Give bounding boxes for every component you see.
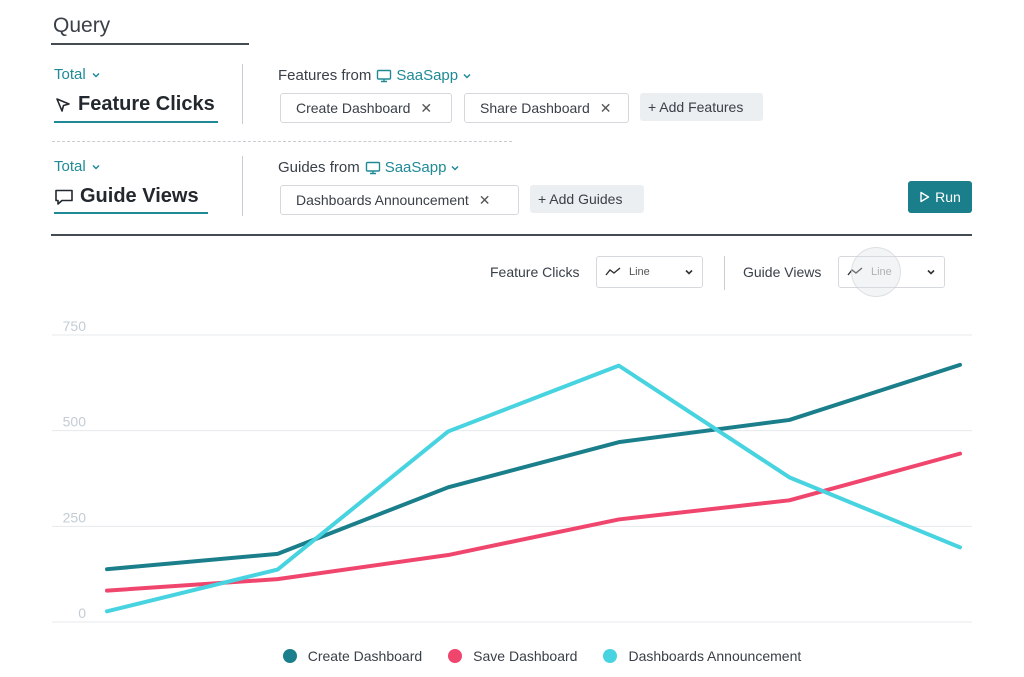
- chevron-down-icon: [927, 269, 935, 275]
- guide-chip-dashboards-announcement: Dashboards Announcement ✕: [280, 185, 519, 215]
- feature-chip-share-dashboard: Share Dashboard ✕: [464, 93, 629, 123]
- run-button[interactable]: Run: [908, 181, 972, 213]
- cursor-icon: [56, 97, 70, 112]
- add-guides-button[interactable]: + Add Guides: [530, 185, 644, 213]
- query-title-underline: [51, 43, 249, 45]
- close-icon[interactable]: ✕: [478, 191, 491, 208]
- source-line: Guides from SaaSapp: [278, 159, 460, 176]
- aggregate-label: Total: [54, 66, 86, 83]
- metric-name[interactable]: Feature Clicks: [54, 93, 215, 122]
- feature-chip-create-dashboard: Create Dashboard ✕: [280, 93, 452, 123]
- source-line: Features from SaaSapp: [278, 67, 472, 84]
- feature-clicks-viz-label: Feature Clicks: [490, 264, 580, 280]
- monitor-icon: [377, 69, 392, 82]
- source-prefix: Features from: [278, 67, 372, 84]
- row-divider: [242, 64, 243, 124]
- app-dropdown[interactable]: SaaSapp: [365, 159, 461, 176]
- aggregate-dropdown[interactable]: Total: [54, 158, 101, 175]
- legend-item-save-dashboard[interactable]: Save Dashboard: [448, 648, 577, 664]
- viz-type-label: Line: [629, 266, 650, 278]
- app-name: SaaSapp: [396, 67, 459, 84]
- aggregate-dropdown[interactable]: Total: [54, 66, 101, 83]
- section-separator: [51, 234, 972, 236]
- close-icon[interactable]: ✕: [420, 99, 433, 116]
- row-divider: [242, 156, 243, 216]
- chevron-down-icon: [92, 72, 100, 78]
- query-title: Query: [53, 14, 111, 37]
- legend-item-dashboards-announcement[interactable]: Dashboards Announcement: [603, 648, 801, 664]
- metric-name-underline: [54, 121, 218, 123]
- y-tick-label: 500: [63, 414, 87, 430]
- viz-divider: [724, 256, 725, 290]
- line-chart-icon: [605, 267, 621, 276]
- chart-legend: Create Dashboard Save Dashboard Dashboar…: [0, 648, 1024, 664]
- feature-clicks-viz-select[interactable]: Line: [596, 256, 703, 288]
- aggregate-label: Total: [54, 158, 86, 175]
- line-chart-icon: [847, 267, 863, 276]
- chevron-down-icon: [685, 269, 693, 275]
- legend-label: Create Dashboard: [307, 648, 423, 664]
- viz-type-label: Line: [871, 266, 892, 278]
- chevron-down-icon: [451, 165, 459, 171]
- metric-name-label: Guide Views: [80, 185, 199, 207]
- guide-views-viz-select[interactable]: Line: [838, 256, 945, 288]
- chip-label: Create Dashboard: [296, 100, 411, 116]
- run-label: Run: [935, 189, 961, 205]
- monitor-icon: [365, 161, 380, 174]
- y-tick-label: 0: [78, 605, 86, 621]
- chevron-down-icon: [463, 73, 471, 79]
- legend-label: Dashboards Announcement: [628, 648, 802, 664]
- add-features-button[interactable]: + Add Features: [640, 93, 763, 121]
- app-name: SaaSapp: [384, 159, 447, 176]
- legend-item-create-dashboard[interactable]: Create Dashboard: [282, 648, 423, 664]
- chip-label: Dashboards Announcement: [296, 192, 469, 208]
- series-line-save-dashboard[interactable]: [105, 451, 962, 593]
- y-tick-label: 750: [63, 318, 87, 334]
- legend-swatch: [282, 649, 297, 663]
- series-line-dashboards-announcement[interactable]: [105, 363, 962, 614]
- query-row-guide-views: Total Guide Views Guides from SaaSapp Da…: [0, 152, 1024, 222]
- app-dropdown[interactable]: SaaSapp: [376, 67, 472, 84]
- query-row-feature-clicks: Total Feature Clicks Features from SaaSa…: [0, 60, 1024, 130]
- source-prefix: Guides from: [278, 159, 360, 176]
- speech-bubble-icon: [55, 189, 73, 205]
- play-icon: [920, 191, 930, 203]
- line-chart: 0 250 500 750: [52, 318, 972, 623]
- chevron-down-icon: [92, 164, 100, 170]
- guide-views-viz-label: Guide Views: [743, 264, 822, 280]
- metric-name[interactable]: Guide Views: [54, 185, 199, 214]
- close-icon[interactable]: ✕: [599, 99, 612, 116]
- legend-label: Save Dashboard: [473, 648, 578, 664]
- series-line-create-dashboard[interactable]: [105, 362, 962, 572]
- chip-label: Share Dashboard: [480, 100, 590, 116]
- row-separator: [52, 141, 512, 142]
- legend-swatch: [603, 649, 618, 663]
- legend-swatch: [448, 649, 463, 663]
- metric-name-label: Feature Clicks: [78, 93, 215, 115]
- y-tick-label: 250: [63, 509, 87, 525]
- metric-name-underline: [54, 212, 208, 214]
